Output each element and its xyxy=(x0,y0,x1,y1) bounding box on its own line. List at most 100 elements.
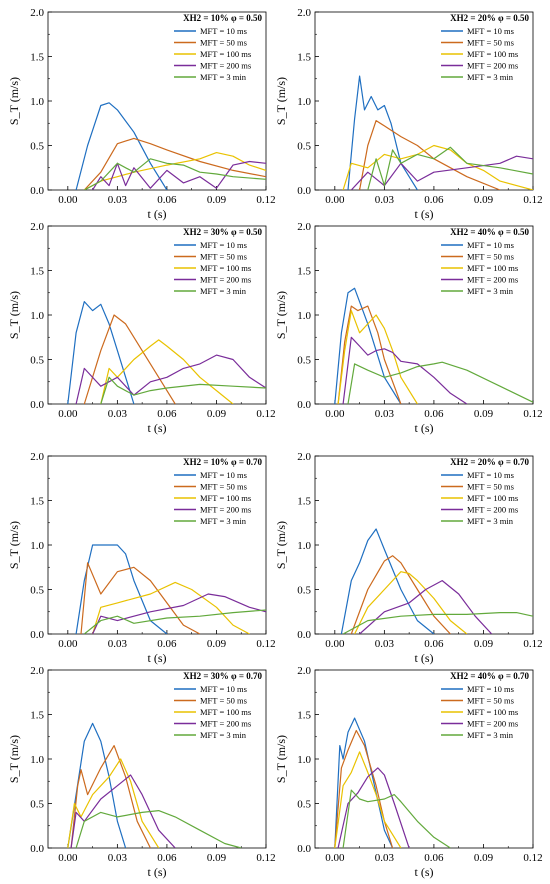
y-tick-label: 1.0 xyxy=(297,754,311,766)
chart-panel-7: 0.0 0.5 1.0 1.5 2.0 0.00 0.03 0.06 0.09 0.12 t (s)… xyxy=(7,665,276,879)
series-line-2 xyxy=(83,137,266,190)
series-line-3 xyxy=(100,339,234,404)
legend-label: MFT = 100 ms xyxy=(200,49,251,59)
series-line-1 xyxy=(334,717,394,848)
x-axis-label: t (s) xyxy=(415,421,434,435)
legend-label: MFT = 100 ms xyxy=(467,707,518,717)
y-tick-label: 0.5 xyxy=(30,141,44,153)
legend-label: MFT = 3 min xyxy=(200,72,247,82)
legend-label: MFT = 200 ms xyxy=(467,61,518,71)
x-tick-label: 0.03 xyxy=(375,638,395,650)
y-axis-label: S_T (m/s) xyxy=(274,291,288,339)
legend-label: MFT = 200 ms xyxy=(200,505,251,515)
series-line-1 xyxy=(75,102,168,190)
x-tick-label: 0.06 xyxy=(157,638,177,650)
legend-label: MFT = 10 ms xyxy=(200,470,247,480)
series-line-2 xyxy=(70,744,151,848)
y-tick-label: 0.0 xyxy=(30,843,44,855)
series-line-5 xyxy=(342,789,451,848)
y-tick-label: 1.0 xyxy=(30,96,44,108)
y-tick-label: 1.0 xyxy=(30,754,44,766)
series-line-2 xyxy=(337,305,402,404)
legend-label: MFT = 10 ms xyxy=(200,684,247,694)
y-tick-label: 2.0 xyxy=(297,665,311,677)
x-tick-label: 0.00 xyxy=(58,194,78,206)
x-tick-label: 0.03 xyxy=(375,408,395,420)
chart-title: XH2 = 20% φ = 0.50 xyxy=(450,13,529,23)
x-tick-label: 0.06 xyxy=(424,852,444,864)
x-tick-label: 0.06 xyxy=(424,638,444,650)
legend-label: MFT = 3 min xyxy=(200,286,247,296)
y-tick-label: 2.0 xyxy=(297,451,311,463)
y-axis-label: S_T (m/s) xyxy=(7,521,21,569)
y-tick-label: 0.5 xyxy=(297,799,311,811)
chart-title: XH2 = 30% φ = 0.70 xyxy=(183,671,262,681)
chart-title: XH2 = 20% φ = 0.70 xyxy=(450,457,529,467)
y-tick-label: 0.5 xyxy=(30,799,44,811)
y-tick-label: 0.5 xyxy=(30,355,44,367)
legend-label: MFT = 10 ms xyxy=(467,684,514,694)
x-tick-label: 0.09 xyxy=(474,852,494,864)
legend-label: MFT = 200 ms xyxy=(200,275,251,285)
y-tick-label: 0.5 xyxy=(297,141,311,153)
series-line-3 xyxy=(92,581,250,634)
legend-label: MFT = 10 ms xyxy=(467,470,514,480)
legend-label: MFT = 3 min xyxy=(200,516,247,526)
x-tick-label: 0.03 xyxy=(108,194,128,206)
chart-title: XH2 = 10% φ = 0.70 xyxy=(183,457,262,467)
x-tick-label: 0.12 xyxy=(256,638,275,650)
x-tick-label: 0.06 xyxy=(157,852,177,864)
legend-label: MFT = 50 ms xyxy=(200,482,247,492)
x-tick-label: 0.00 xyxy=(58,638,78,650)
legend-label: MFT = 10 ms xyxy=(467,26,514,36)
y-tick-label: 1.5 xyxy=(297,52,311,64)
legend-label: MFT = 50 ms xyxy=(467,38,514,48)
series-line-1 xyxy=(347,75,418,190)
series-line-5 xyxy=(83,609,266,634)
legend-label: MFT = 3 min xyxy=(467,286,514,296)
x-axis-label: t (s) xyxy=(415,651,434,665)
y-tick-label: 1.5 xyxy=(30,52,44,64)
x-tick-label: 0.09 xyxy=(207,638,227,650)
y-axis-label: S_T (m/s) xyxy=(274,77,288,125)
legend-label: MFT = 3 min xyxy=(467,730,514,740)
x-tick-label: 0.00 xyxy=(325,194,345,206)
legend-label: MFT = 100 ms xyxy=(467,493,518,503)
series-line-3 xyxy=(337,310,418,404)
chart-title: XH2 = 10% φ = 0.50 xyxy=(183,13,262,23)
series-line-2 xyxy=(359,119,501,190)
y-tick-label: 0.0 xyxy=(297,399,311,411)
legend-label: MFT = 10 ms xyxy=(467,240,514,250)
x-tick-label: 0.09 xyxy=(207,852,227,864)
series-line-3 xyxy=(334,751,402,848)
series-line-5 xyxy=(347,361,533,404)
y-axis-label: S_T (m/s) xyxy=(7,77,21,125)
legend-label: MFT = 10 ms xyxy=(200,240,247,250)
chart-panel-5: 0.0 0.5 1.0 1.5 2.0 0.00 0.03 0.06 0.09 0.12 t (s)… xyxy=(7,451,276,665)
series-line-5 xyxy=(84,158,266,190)
y-tick-label: 2.0 xyxy=(297,7,311,19)
y-tick-label: 2.0 xyxy=(297,221,311,233)
y-tick-label: 2.0 xyxy=(30,451,44,463)
y-tick-label: 0.5 xyxy=(30,585,44,597)
x-tick-label: 0.06 xyxy=(424,408,444,420)
y-tick-label: 1.0 xyxy=(30,310,44,322)
series-line-4 xyxy=(75,354,266,404)
x-tick-label: 0.12 xyxy=(256,408,275,420)
y-tick-label: 1.0 xyxy=(30,540,44,552)
y-tick-label: 0.0 xyxy=(297,843,311,855)
legend-label: MFT = 200 ms xyxy=(200,61,251,71)
legend-label: MFT = 200 ms xyxy=(200,719,251,729)
legend-label: MFT = 50 ms xyxy=(200,252,247,262)
x-tick-label: 0.00 xyxy=(325,408,345,420)
x-tick-label: 0.03 xyxy=(108,638,128,650)
series-line-2 xyxy=(83,314,176,404)
y-tick-label: 2.0 xyxy=(30,7,44,19)
x-tick-label: 0.03 xyxy=(108,408,128,420)
x-tick-label: 0.03 xyxy=(375,194,395,206)
series-line-5 xyxy=(367,146,533,190)
legend-label: MFT = 50 ms xyxy=(467,482,514,492)
legend-label: MFT = 100 ms xyxy=(200,493,251,503)
series-line-4 xyxy=(70,774,176,848)
